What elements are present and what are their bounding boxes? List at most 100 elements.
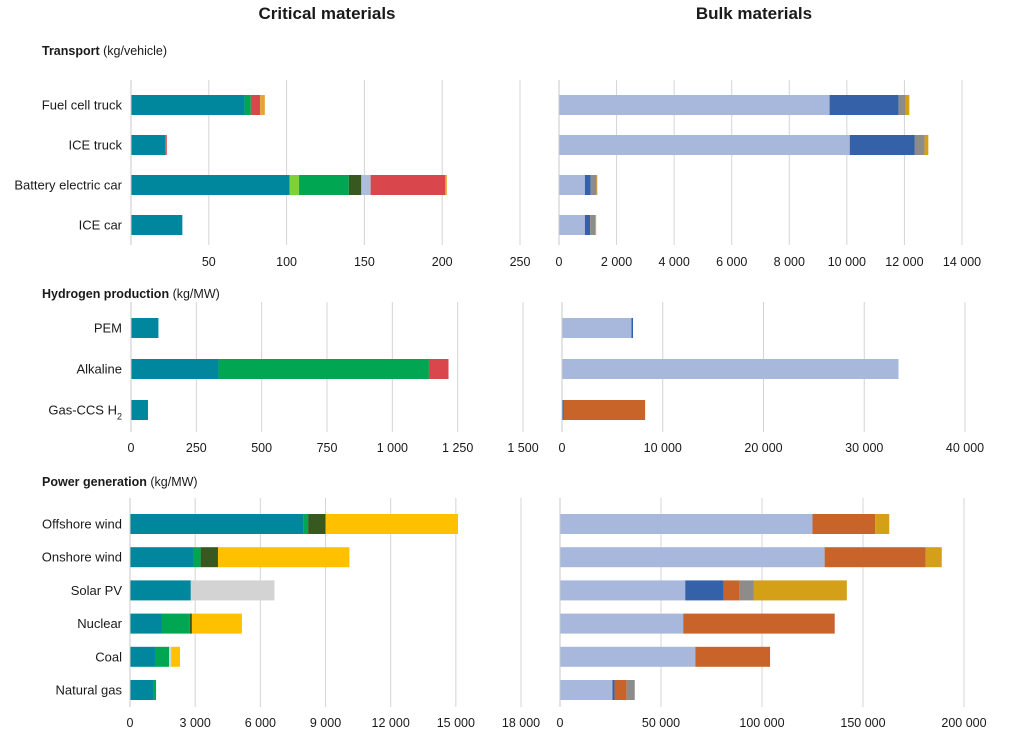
- section-name: Power generation: [42, 475, 147, 489]
- bar-segment: [154, 646, 170, 667]
- section-unit: (kg/MW): [150, 475, 198, 489]
- x-tick-label: 6 000: [245, 716, 276, 730]
- x-tick-label: 2 000: [601, 255, 632, 269]
- x-tick-label: 1 500: [507, 441, 538, 455]
- bar-segment: [161, 613, 190, 634]
- bar-segment: [595, 215, 597, 235]
- section-name: Transport: [42, 44, 100, 58]
- bar-segment: [753, 580, 847, 601]
- bar-segment: [562, 400, 564, 420]
- x-tick-label: 0: [128, 441, 135, 455]
- section-title-transport: Transport (kg/vehicle): [42, 44, 167, 58]
- x-tick-label: 18 000: [502, 716, 540, 730]
- x-tick-label: 10 000: [828, 255, 866, 269]
- x-tick-label: 12 000: [372, 716, 410, 730]
- bar-segment: [925, 547, 942, 568]
- bar-segment: [723, 580, 740, 601]
- x-tick-label: 200 000: [941, 716, 986, 730]
- bar-segment: [303, 514, 309, 534]
- bar-segment: [559, 135, 850, 155]
- x-tick-label: 15 000: [437, 716, 475, 730]
- category-label: PEM: [94, 321, 122, 336]
- x-tick-label: 500: [251, 441, 272, 455]
- bar-segment: [445, 175, 447, 195]
- x-tick-label: 3 000: [180, 716, 211, 730]
- category-label: Fuel cell truck: [42, 98, 123, 113]
- x-tick-label: 1 000: [377, 441, 408, 455]
- x-tick-label: 20 000: [744, 441, 782, 455]
- category-label: Solar PV: [71, 583, 123, 598]
- bar-segment: [898, 95, 906, 115]
- x-tick-label: 0: [127, 716, 134, 730]
- x-tick-label: 10 000: [644, 441, 682, 455]
- bar-segment: [131, 318, 159, 338]
- bar-segment: [131, 215, 183, 235]
- x-tick-label: 4 000: [659, 255, 690, 269]
- category-label: ICE car: [79, 218, 123, 233]
- x-tick-label: 0: [559, 441, 566, 455]
- bar-segment: [875, 514, 890, 534]
- x-tick-label: 0: [556, 255, 563, 269]
- bar-segment: [562, 359, 899, 379]
- bar-segment: [905, 95, 910, 115]
- bar-segment: [829, 95, 899, 115]
- bar-segment: [189, 613, 192, 634]
- bar-segment: [131, 135, 166, 155]
- x-tick-label: 250: [510, 255, 531, 269]
- bar-segment: [370, 175, 446, 195]
- bar-segment: [153, 680, 157, 700]
- bar-segment: [563, 400, 646, 420]
- bar-segment: [560, 680, 613, 700]
- bar-segment: [218, 359, 429, 379]
- x-tick-label: 14 000: [943, 255, 981, 269]
- bar-segment: [191, 613, 242, 634]
- section-unit: (kg/vehicle): [103, 44, 168, 58]
- x-tick-label: 8 000: [774, 255, 805, 269]
- bar-segment: [130, 646, 155, 667]
- bar-segment: [131, 359, 219, 379]
- bar-segment: [560, 646, 696, 667]
- bar-segment: [590, 175, 597, 195]
- bar-segment: [590, 215, 596, 235]
- bar-segment: [596, 175, 598, 195]
- bar-segment: [824, 547, 926, 568]
- bar-segment: [612, 680, 615, 700]
- bar-segment: [260, 95, 265, 115]
- category-label: Battery electric car: [14, 178, 122, 193]
- bar-segment: [584, 175, 591, 195]
- bar-segment: [560, 580, 686, 601]
- bar-segment: [131, 95, 245, 115]
- bar-segment: [131, 400, 148, 420]
- bar-segment: [914, 135, 925, 155]
- section-name: Hydrogen production: [42, 287, 170, 301]
- x-tick-label: 1 250: [442, 441, 473, 455]
- x-tick-label: 40 000: [946, 441, 984, 455]
- x-tick-label: 9 000: [310, 716, 341, 730]
- bar-segment: [849, 135, 915, 155]
- bar-segment: [130, 613, 162, 634]
- category-label: Coal: [95, 649, 122, 664]
- bar-segment: [192, 547, 201, 568]
- category-label: Natural gas: [56, 683, 123, 698]
- bar-segment: [244, 95, 251, 115]
- bar-segment: [165, 135, 167, 155]
- bar-segment: [200, 547, 218, 568]
- x-tick-label: 150 000: [840, 716, 885, 730]
- bar-segment: [190, 580, 275, 601]
- bar-segment: [560, 613, 684, 634]
- x-tick-label: 12 000: [885, 255, 923, 269]
- category-label: ICE truck: [69, 138, 123, 153]
- bar-segment: [631, 318, 634, 338]
- bar-segment: [361, 175, 371, 195]
- x-tick-label: 150: [354, 255, 375, 269]
- bar-segment: [289, 175, 300, 195]
- bar-segment: [560, 547, 825, 568]
- bar-segment: [299, 175, 349, 195]
- bar-segment: [130, 514, 304, 534]
- category-label: Alkaline: [76, 362, 122, 377]
- bar-segment: [130, 680, 154, 700]
- bar-segment: [308, 514, 326, 534]
- bar-segment: [348, 175, 362, 195]
- x-tick-label: 100 000: [739, 716, 784, 730]
